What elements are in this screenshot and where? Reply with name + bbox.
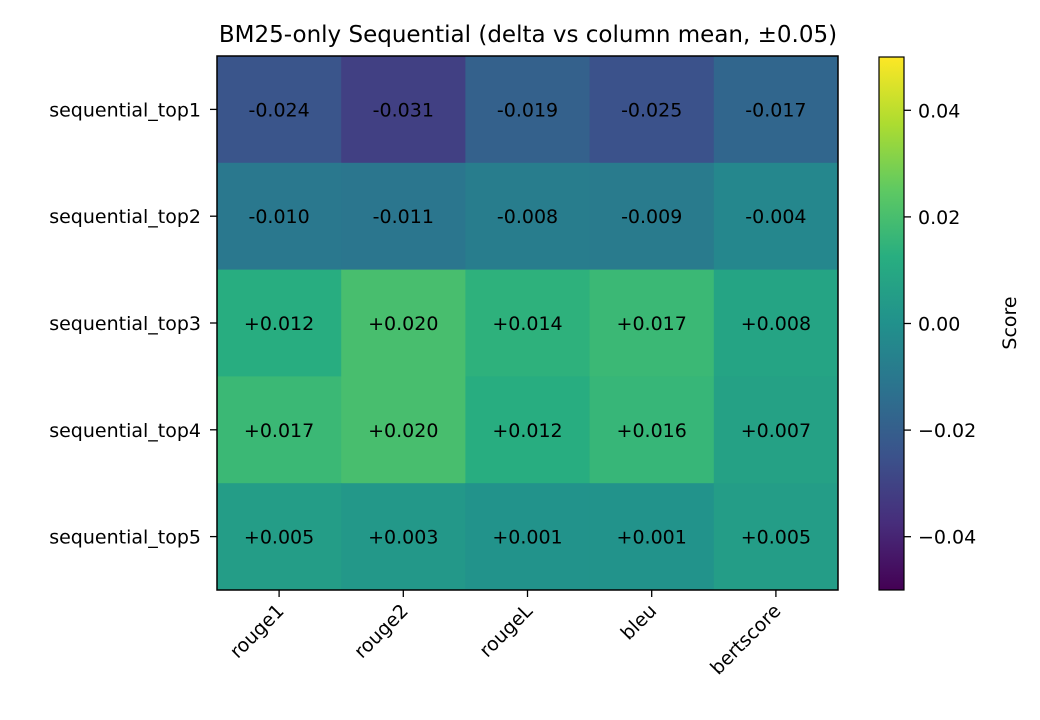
y-tick-label: sequential_top2 <box>49 206 201 228</box>
colorbar-tick-label: 0.02 <box>918 207 960 229</box>
cell-label-sequential_top3-rougeL: +0.014 <box>492 313 562 335</box>
x-tick-label: bleu <box>617 600 662 645</box>
heatmap-cell-sequential_top4-bleu <box>589 376 715 484</box>
heatmap-cell-sequential_top2-bertscore <box>713 162 839 271</box>
cell-label-sequential_top3-bleu: +0.017 <box>617 313 687 335</box>
heatmap-cell-sequential_top5-bertscore <box>713 483 839 591</box>
heatmap-cell-sequential_top2-rouge1 <box>217 162 342 271</box>
cell-label-sequential_top3-rouge1: +0.012 <box>244 313 314 335</box>
x-tick-label: rouge2 <box>350 600 413 663</box>
colorbar-label: Score <box>999 296 1021 349</box>
cell-label-sequential_top2-rouge1: -0.010 <box>248 206 309 228</box>
heatmap-cell-sequential_top5-rouge2 <box>341 483 466 591</box>
heatmap-cell-sequential_top3-rouge2 <box>341 269 466 377</box>
cell-label-sequential_top2-bleu: -0.009 <box>621 206 682 228</box>
y-tick-label: sequential_top4 <box>49 420 201 442</box>
cell-label-sequential_top1-rougeL: -0.019 <box>497 99 558 121</box>
heatmap-cell-sequential_top1-rouge2 <box>341 56 466 164</box>
cell-label-sequential_top5-rougeL: +0.001 <box>492 527 562 549</box>
heatmap-cell-sequential_top2-rougeL <box>465 162 591 271</box>
y-tick-label: sequential_top1 <box>49 99 201 121</box>
heatmap-cell-sequential_top1-rouge1 <box>217 56 342 164</box>
heatmap-cell-sequential_top4-rougeL <box>465 376 591 484</box>
colorbar-tick-label: −0.02 <box>918 420 976 442</box>
colorbar-ticks: 0.04 0.02 0.00 −0.02 −0.04 <box>904 100 976 549</box>
cell-label-sequential_top4-rouge2: +0.020 <box>368 420 438 442</box>
x-axis: rouge1 rouge2 rougeL bleu bertscore <box>226 590 785 679</box>
cell-label-sequential_top5-bleu: +0.001 <box>617 527 687 549</box>
heatmap-cell-sequential_top3-rouge1 <box>217 269 342 377</box>
cell-label-sequential_top4-rouge1: +0.017 <box>244 420 314 442</box>
cell-label-sequential_top1-bertscore: -0.017 <box>745 99 806 121</box>
heatmap-cell-sequential_top2-rouge2 <box>341 162 466 271</box>
cell-label-sequential_top2-rougeL: -0.008 <box>497 206 558 228</box>
heatmap-cell-sequential_top5-rouge1 <box>217 483 342 591</box>
heatmap-cell-sequential_top3-rougeL <box>465 269 591 377</box>
cell-label-sequential_top2-rouge2: -0.011 <box>373 206 434 228</box>
heatmap-cell-sequential_top1-bertscore <box>713 56 839 164</box>
cell-label-sequential_top4-rougeL: +0.012 <box>492 420 562 442</box>
heatmap-cell-sequential_top5-bleu <box>589 483 715 591</box>
y-tick-label: sequential_top3 <box>49 313 201 335</box>
cell-label-sequential_top5-rouge1: +0.005 <box>244 527 314 549</box>
heatmap-cell-sequential_top5-rougeL <box>465 483 591 591</box>
x-tick-label: rouge1 <box>226 600 289 663</box>
colorbar-tick-label: 0.00 <box>918 314 960 336</box>
cell-label-sequential_top1-rouge1: -0.024 <box>248 99 309 121</box>
cell-label-sequential_top1-bleu: -0.025 <box>621 99 682 121</box>
y-axis: sequential_top1 sequential_top2 sequential… <box>49 99 217 549</box>
cell-label-sequential_top4-bertscore: +0.007 <box>741 420 811 442</box>
heatmap-cell-sequential_top4-bertscore <box>713 376 839 484</box>
x-tick-label: rougeL <box>475 600 537 662</box>
cell-label-sequential_top3-bertscore: +0.008 <box>741 313 811 335</box>
colorbar-tick-label: −0.04 <box>918 527 976 549</box>
colorbar: 0.04 0.02 0.00 −0.02 −0.04 Score <box>878 56 1021 591</box>
cell-label-sequential_top5-bertscore: +0.005 <box>741 527 811 549</box>
heatmap-cell-sequential_top3-bertscore <box>713 269 839 377</box>
heatmap-cell-sequential_top1-bleu <box>589 56 715 164</box>
x-tick-label: bertscore <box>706 600 785 679</box>
heatmap-cell-sequential_top4-rouge1 <box>217 376 342 484</box>
cell-label-sequential_top3-rouge2: +0.020 <box>368 313 438 335</box>
cell-label-sequential_top1-rouge2: -0.031 <box>373 99 434 121</box>
colorbar-tick-label: 0.04 <box>918 100 960 122</box>
heatmap-cell-sequential_top1-rougeL <box>465 56 591 164</box>
heatmap-cell-sequential_top4-rouge2 <box>341 376 466 484</box>
cell-label-sequential_top2-bertscore: -0.004 <box>745 206 806 228</box>
heatmap-cell-sequential_top2-bleu <box>589 162 715 271</box>
colorbar-gradient <box>878 56 905 591</box>
cell-label-sequential_top4-bleu: +0.016 <box>617 420 687 442</box>
chart-title: BM25-only Sequential (delta vs column me… <box>219 22 837 48</box>
cell-labels: -0.024 -0.031 -0.019 -0.025 -0.017 -0.010 -0.0… <box>244 99 811 548</box>
cell-label-sequential_top5-rouge2: +0.003 <box>368 527 438 549</box>
heatmap-cells <box>217 56 839 591</box>
y-tick-label: sequential_top5 <box>49 527 201 549</box>
heatmap-cell-sequential_top3-bleu <box>589 269 715 377</box>
